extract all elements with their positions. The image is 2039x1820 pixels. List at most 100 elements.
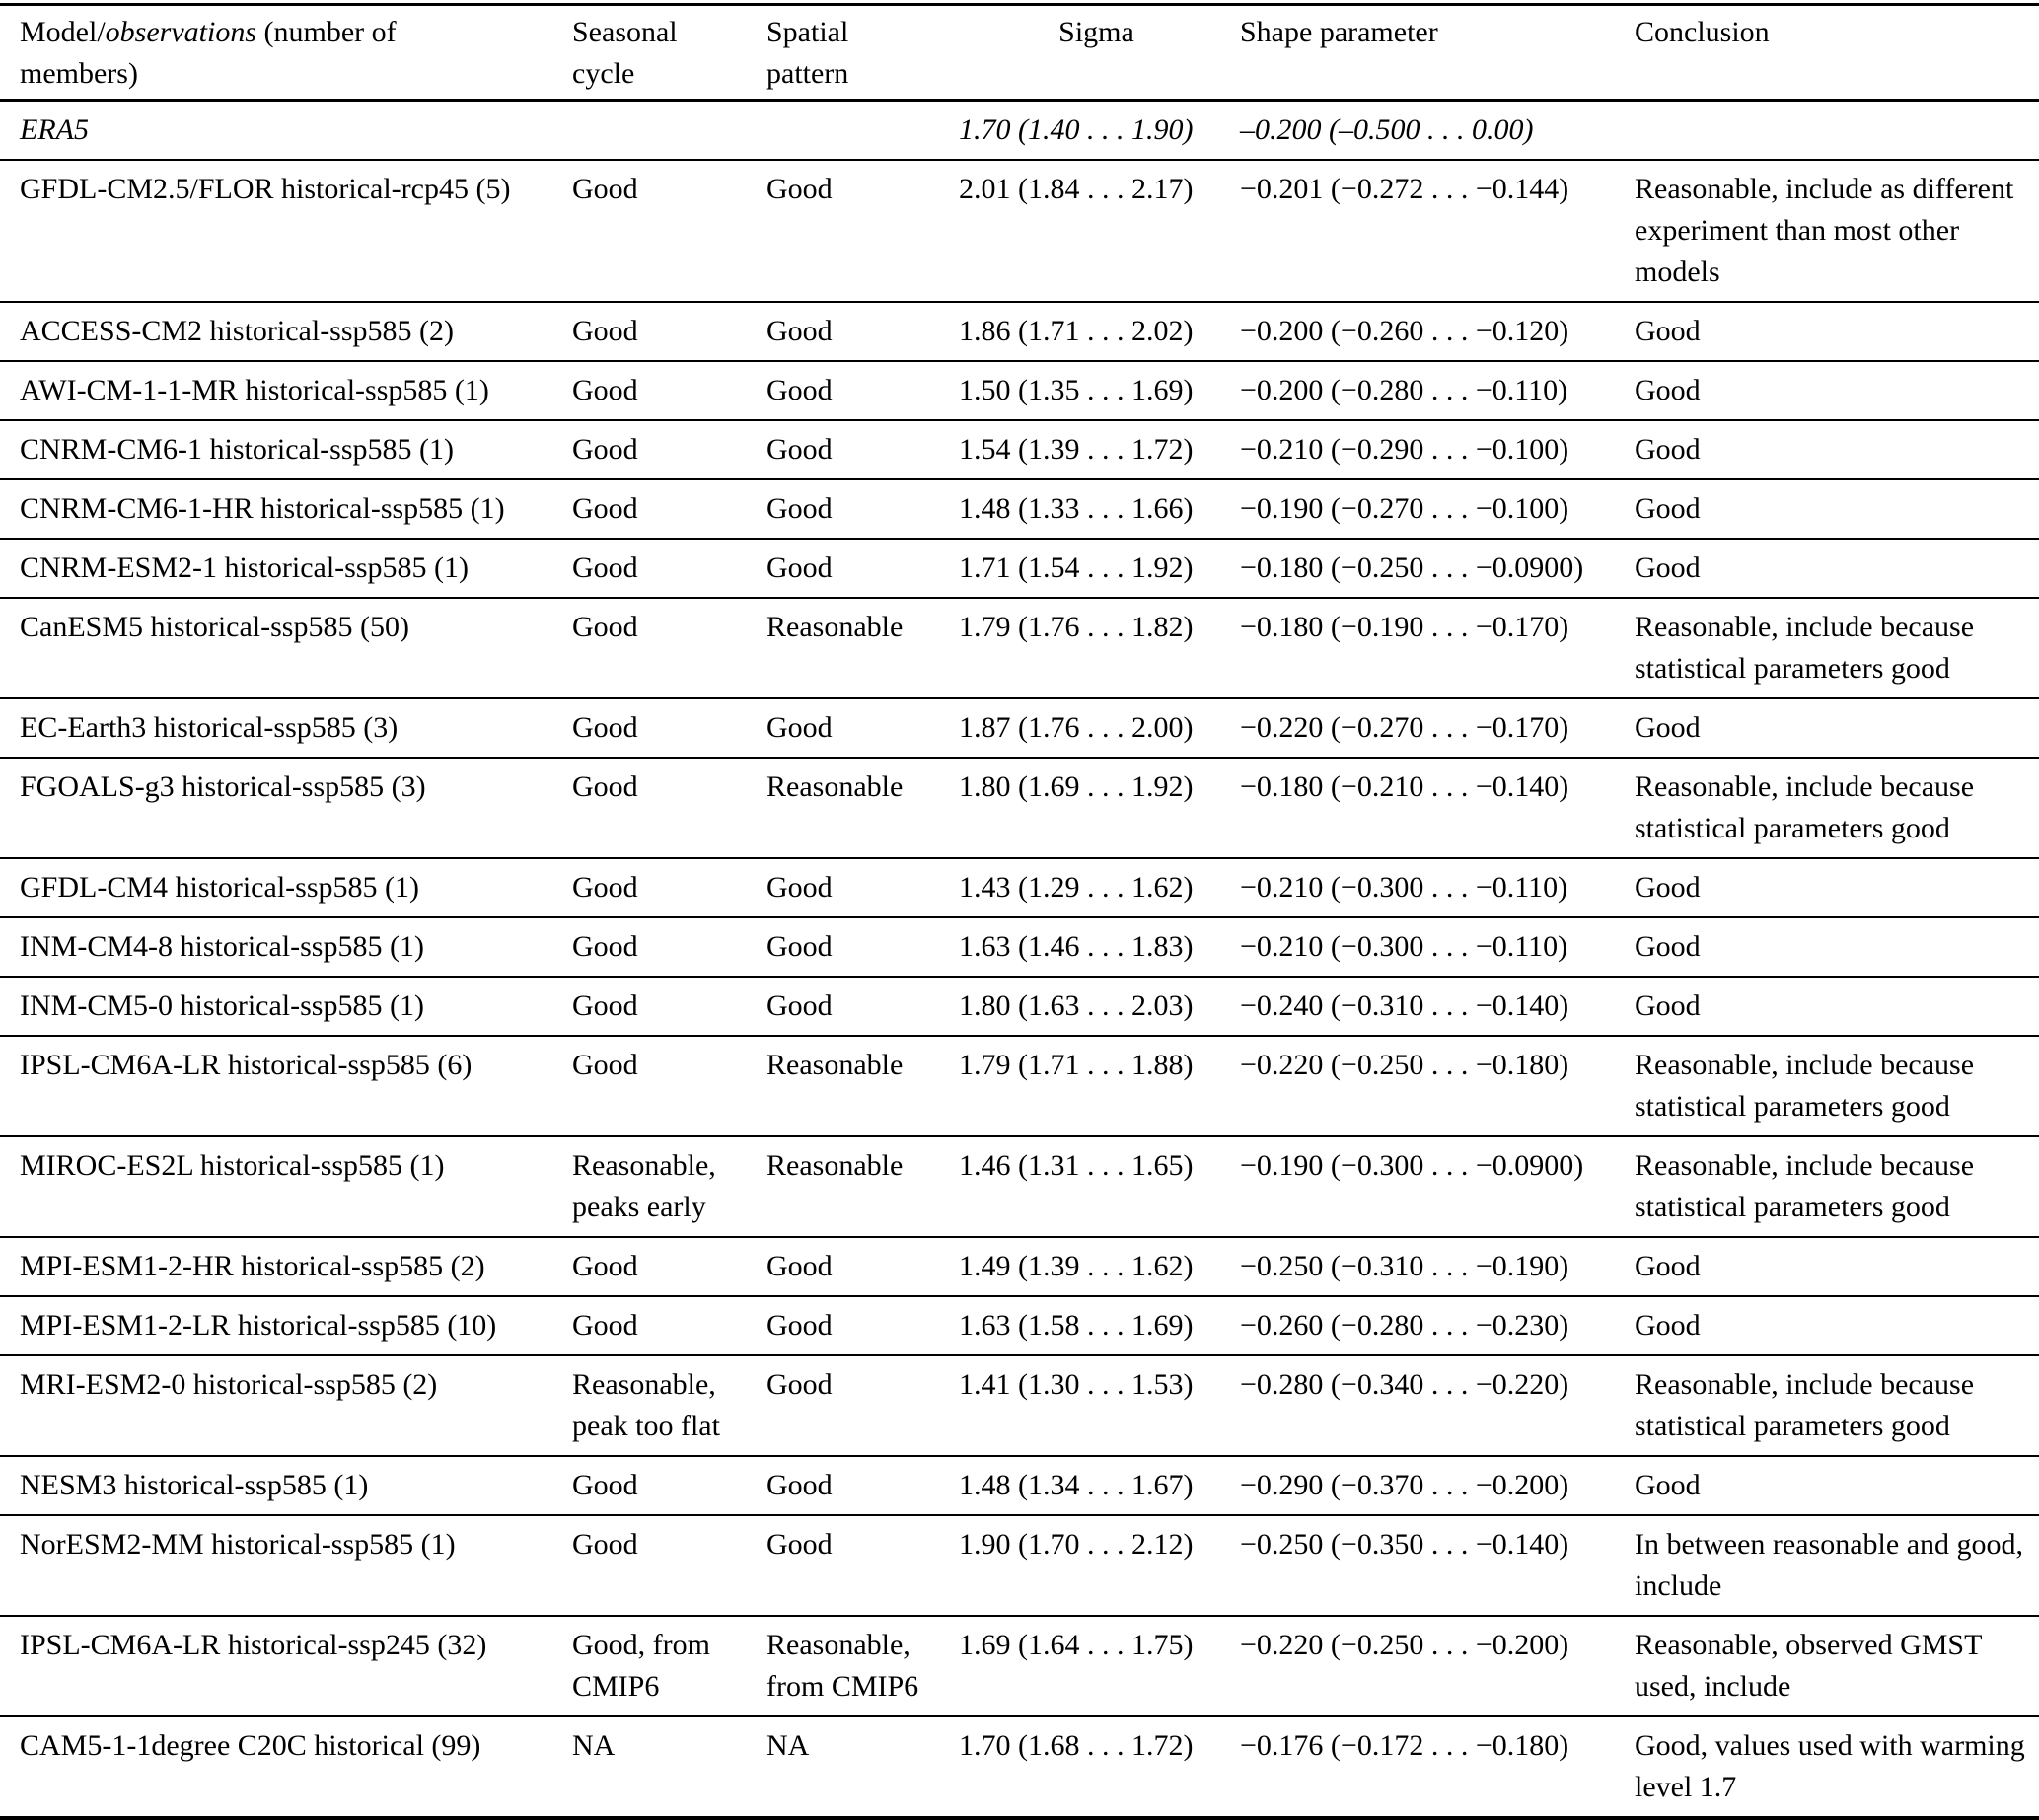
cell-sigma: 1.79 (1.71 . . . 1.88)	[959, 1049, 1194, 1081]
cell-seasonal-cycle: Good	[572, 989, 638, 1022]
cell-seasonal-cycle: Good	[572, 871, 638, 904]
cell-model: CNRM-ESM2-1 historical-ssp585 (1)	[20, 551, 469, 584]
table-row: CanESM5 historical-ssp585 (50) Good Reas…	[0, 598, 2039, 698]
cell-model: INM-CM4-8 historical-ssp585 (1)	[20, 930, 424, 963]
cell-model: CNRM-CM6-1-HR historical-ssp585 (1)	[20, 492, 505, 525]
cell-seasonal-cycle: Good	[572, 492, 638, 525]
table-row: ACCESS-CM2 historical-ssp585 (2) Good Go…	[0, 302, 2039, 361]
cell-conclusion: Good	[1635, 1309, 1701, 1342]
cell-seasonal-cycle: Good	[572, 711, 638, 744]
cell-conclusion: Good	[1635, 315, 1701, 347]
cell-shape-parameter: −0.260 (−0.280 . . . −0.230)	[1240, 1309, 1569, 1342]
column-header-spatial-pattern: Spatial pattern	[766, 5, 959, 101]
cell-conclusion: Good	[1635, 989, 1701, 1022]
cell-spatial-pattern: Good	[766, 989, 833, 1022]
cell-spatial-pattern: Good	[766, 1309, 833, 1342]
cell-shape-parameter: −0.210 (−0.300 . . . −0.110)	[1240, 871, 1568, 904]
cell-model: AWI-CM-1-1-MR historical-ssp585 (1)	[20, 374, 489, 406]
cell-conclusion: Good, values used with warming level 1.7	[1635, 1729, 2025, 1803]
column-header-model: Model/observations (number of members)	[0, 5, 572, 101]
table-row: CNRM-CM6-1 historical-ssp585 (1) Good Go…	[0, 420, 2039, 479]
cell-model: EC-Earth3 historical-ssp585 (3)	[20, 711, 399, 744]
table-row: GFDL-CM4 historical-ssp585 (1) Good Good…	[0, 858, 2039, 917]
column-header-seasonal-cycle: Seasonal cycle	[572, 5, 766, 101]
table-row: FGOALS-g3 historical-ssp585 (3) Good Rea…	[0, 758, 2039, 858]
cell-shape-parameter: −0.280 (−0.340 . . . −0.220)	[1240, 1368, 1569, 1401]
cell-sigma: 1.71 (1.54 . . . 1.92)	[959, 551, 1194, 584]
table-row: NESM3 historical-ssp585 (1) Good Good 1.…	[0, 1456, 2039, 1515]
model-evaluation-table: Model/observations (number of members) S…	[0, 3, 2039, 1820]
cell-shape-parameter: −0.190 (−0.270 . . . −0.100)	[1240, 492, 1569, 525]
cell-shape-parameter: −0.290 (−0.370 . . . −0.200)	[1240, 1469, 1569, 1501]
cell-seasonal-cycle: Good	[572, 374, 638, 406]
cell-spatial-pattern: Good	[766, 930, 833, 963]
cell-spatial-pattern: Good	[766, 711, 833, 744]
cell-sigma: 1.63 (1.58 . . . 1.69)	[959, 1309, 1194, 1342]
cell-shape-parameter: −0.250 (−0.350 . . . −0.140)	[1240, 1528, 1569, 1561]
table-body: ERA5 1.70 (1.40 . . . 1.90) –0.200 (–0.5…	[0, 101, 2039, 1819]
cell-conclusion: Good	[1635, 1250, 1701, 1282]
cell-sigma: 1.49 (1.39 . . . 1.62)	[959, 1250, 1194, 1282]
cell-seasonal-cycle: Good	[572, 1049, 638, 1081]
paper-page: Model/observations (number of members) S…	[0, 3, 2039, 1820]
cell-spatial-pattern: Good	[766, 374, 833, 406]
cell-conclusion: Good	[1635, 492, 1701, 525]
cell-spatial-pattern: Good	[766, 173, 833, 205]
cell-sigma: 1.80 (1.69 . . . 1.92)	[959, 770, 1194, 803]
table-row: MIROC-ES2L historical-ssp585 (1) Reasona…	[0, 1136, 2039, 1237]
cell-conclusion: Good	[1635, 871, 1701, 904]
cell-spatial-pattern: Good	[766, 871, 833, 904]
cell-spatial-pattern: Good	[766, 492, 833, 525]
cell-model: MPI-ESM1-2-LR historical-ssp585 (10)	[20, 1309, 497, 1342]
cell-spatial-pattern: Reasonable	[766, 770, 904, 803]
cell-conclusion: Good	[1635, 433, 1701, 466]
cell-model: GFDL-CM4 historical-ssp585 (1)	[20, 871, 419, 904]
header-model-italic-word: observations	[105, 16, 256, 48]
cell-sigma: 1.87 (1.76 . . . 2.00)	[959, 711, 1194, 744]
table-row: EC-Earth3 historical-ssp585 (3) Good Goo…	[0, 698, 2039, 758]
header-model-suffix: (number of members)	[20, 16, 397, 90]
table-header: Model/observations (number of members) S…	[0, 5, 2039, 101]
cell-model: NorESM2-MM historical-ssp585 (1)	[20, 1528, 456, 1561]
cell-model: CNRM-CM6-1 historical-ssp585 (1)	[20, 433, 454, 466]
header-seasonal-text: Seasonal cycle	[572, 16, 678, 90]
cell-spatial-pattern: Reasonable	[766, 1149, 904, 1182]
column-header-conclusion: Conclusion	[1635, 16, 1770, 48]
cell-seasonal-cycle: Good	[572, 1528, 638, 1561]
cell-seasonal-cycle	[572, 101, 766, 161]
cell-conclusion: Good	[1635, 711, 1701, 744]
cell-shape-parameter: −0.210 (−0.300 . . . −0.110)	[1240, 930, 1568, 963]
cell-spatial-pattern: Good	[766, 1528, 833, 1561]
cell-conclusion: Good	[1635, 374, 1701, 406]
cell-shape-parameter: −0.200 (−0.280 . . . −0.110)	[1240, 374, 1568, 406]
cell-sigma: 1.41 (1.30 . . . 1.53)	[959, 1368, 1194, 1401]
cell-conclusion: Reasonable, observed GMST used, include	[1635, 1629, 1982, 1703]
cell-model: IPSL-CM6A-LR historical-ssp245 (32)	[20, 1629, 487, 1661]
cell-conclusion: Reasonable, include because statistical …	[1635, 770, 1975, 844]
cell-seasonal-cycle: Good, from CMIP6	[572, 1629, 710, 1703]
table-row: IPSL-CM6A-LR historical-ssp585 (6) Good …	[0, 1036, 2039, 1136]
cell-shape-parameter: −0.220 (−0.250 . . . −0.180)	[1240, 1049, 1569, 1081]
cell-shape-parameter: −0.180 (−0.210 . . . −0.140)	[1240, 770, 1569, 803]
cell-sigma: 1.70 (1.40 . . . 1.90)	[959, 113, 1194, 146]
table-row: ERA5 1.70 (1.40 . . . 1.90) –0.200 (–0.5…	[0, 101, 2039, 161]
cell-sigma: 2.01 (1.84 . . . 2.17)	[959, 173, 1194, 205]
cell-model: MPI-ESM1-2-HR historical-ssp585 (2)	[20, 1250, 485, 1282]
table-row: GFDL-CM2.5/FLOR historical-rcp45 (5) Goo…	[0, 160, 2039, 302]
cell-spatial-pattern: Good	[766, 315, 833, 347]
cell-seasonal-cycle: Good	[572, 930, 638, 963]
cell-spatial-pattern: Good	[766, 1368, 833, 1401]
cell-model: ERA5	[20, 113, 89, 146]
cell-conclusion: Reasonable, include because statistical …	[1635, 1049, 1975, 1123]
cell-sigma: 1.70 (1.68 . . . 1.72)	[959, 1729, 1194, 1762]
cell-seasonal-cycle: Good	[572, 433, 638, 466]
cell-conclusion	[1635, 101, 2039, 161]
cell-shape-parameter: −0.201 (−0.272 . . . −0.144)	[1240, 173, 1569, 205]
header-model-text: Model/observations (number of members)	[20, 12, 473, 95]
cell-shape-parameter: −0.180 (−0.250 . . . −0.0900)	[1240, 551, 1584, 584]
cell-sigma: 1.63 (1.46 . . . 1.83)	[959, 930, 1194, 963]
cell-spatial-pattern: Reasonable	[766, 1049, 904, 1081]
cell-spatial-pattern: NA	[766, 1729, 810, 1762]
cell-conclusion: Reasonable, include because statistical …	[1635, 611, 1975, 685]
table-row: NorESM2-MM historical-ssp585 (1) Good Go…	[0, 1515, 2039, 1616]
